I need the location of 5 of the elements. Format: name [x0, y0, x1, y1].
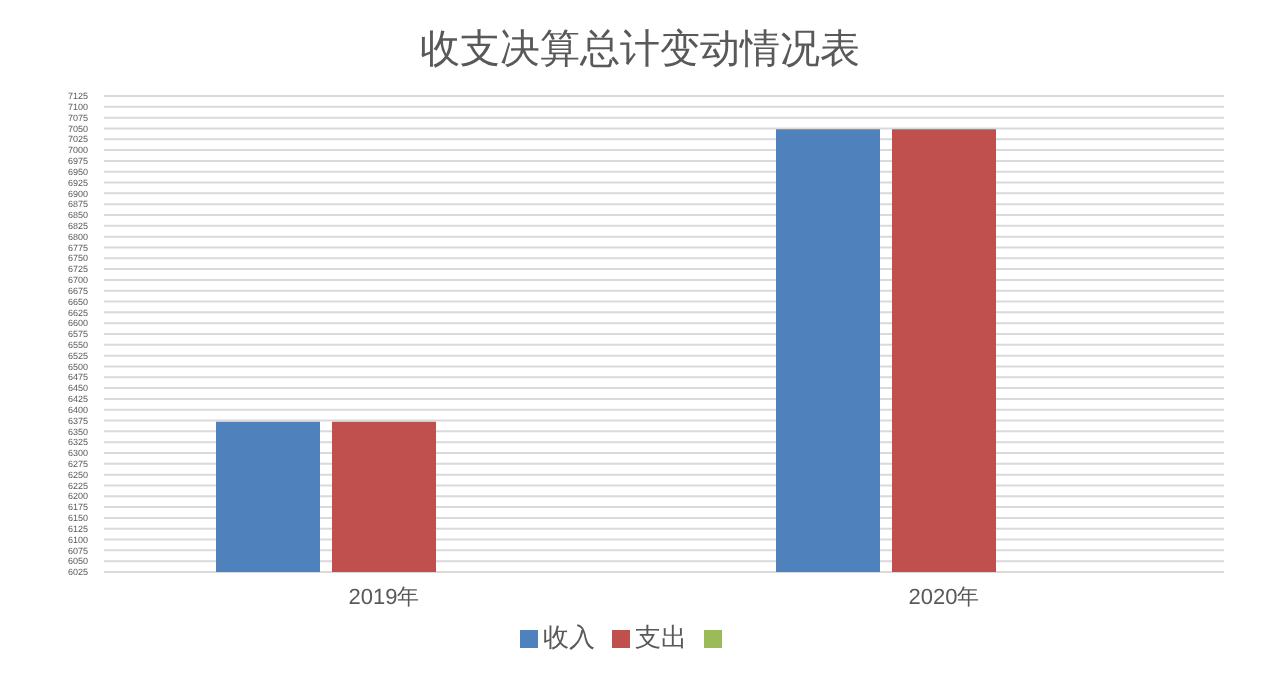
- x-tick-label: 2019年: [348, 585, 420, 610]
- legend-label: 收入: [543, 620, 595, 656]
- chart-title: 收支决算总计变动情况表: [418, 26, 862, 76]
- x-tick-label: 2020年: [908, 585, 980, 610]
- legend-label: 支出: [635, 620, 687, 656]
